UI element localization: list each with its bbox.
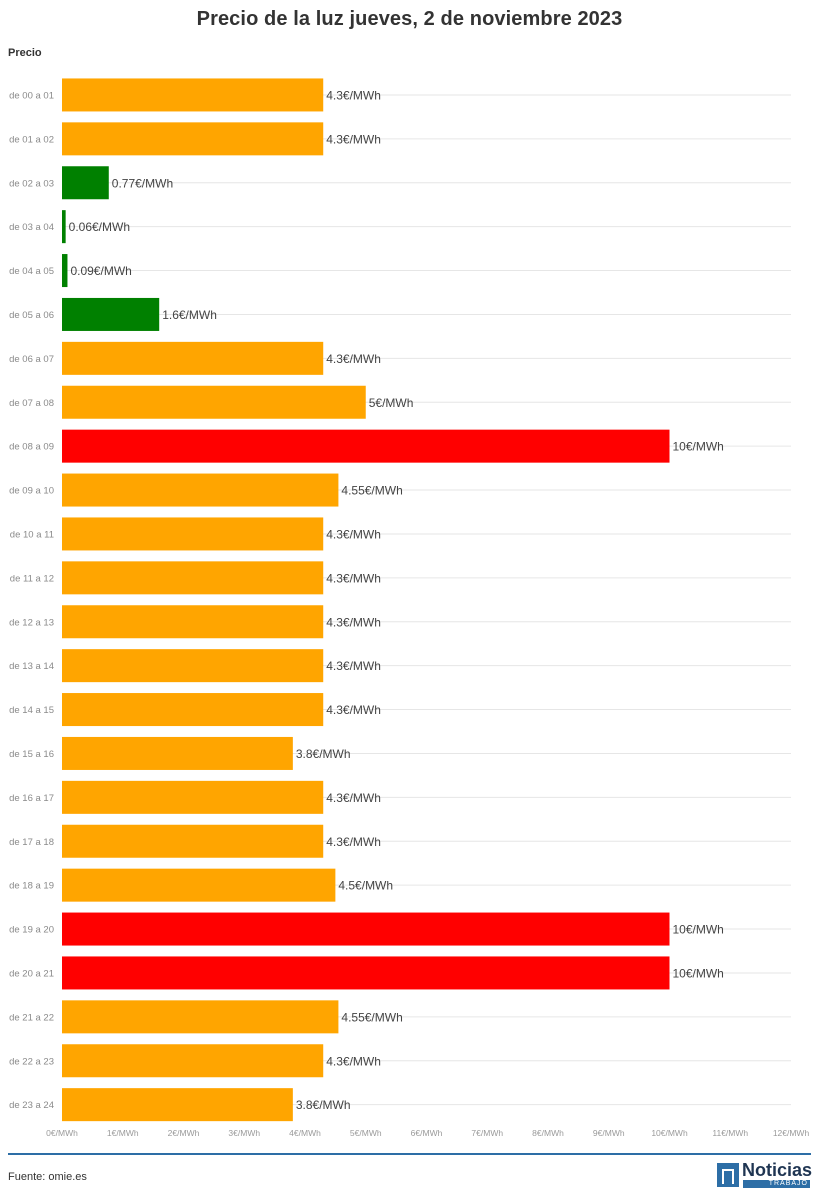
category-label: de 19 a 20	[9, 925, 54, 936]
category-label: de 00 a 01	[9, 90, 54, 101]
bar	[62, 122, 324, 156]
data-label: 4.3€/MWh	[326, 659, 381, 673]
category-label: de 15 a 16	[9, 749, 54, 760]
category-label: de 11 a 12	[10, 573, 54, 584]
x-tick-label: 4€/MWh	[289, 1128, 321, 1138]
data-label: 4.3€/MWh	[326, 352, 381, 366]
data-label: 10€/MWh	[673, 966, 724, 980]
bar	[62, 429, 670, 463]
bar	[62, 605, 324, 639]
bar	[62, 912, 670, 946]
x-tick-label: 8€/MWh	[532, 1128, 564, 1138]
x-tick-label: 7€/MWh	[471, 1128, 503, 1138]
x-tick-label: 10€/MWh	[651, 1128, 688, 1138]
x-tick-label: 2€/MWh	[168, 1128, 200, 1138]
x-tick-label: 5€/MWh	[350, 1128, 382, 1138]
category-label: de 13 a 14	[9, 661, 54, 672]
data-label: 4.3€/MWh	[326, 703, 381, 717]
data-label: 10€/MWh	[673, 440, 724, 454]
bar	[62, 649, 324, 683]
category-label: de 17 a 18	[9, 837, 54, 848]
logo-name: Noticias	[742, 1160, 813, 1180]
logo-mark-icon	[717, 1163, 739, 1187]
data-label: 5€/MWh	[369, 396, 414, 410]
category-label: de 02 a 03	[9, 178, 54, 189]
data-label: 4.3€/MWh	[326, 571, 381, 585]
bar	[62, 561, 324, 595]
bar	[62, 210, 66, 244]
data-label: 4.3€/MWh	[326, 132, 381, 146]
bar	[62, 473, 339, 507]
data-label: 0.06€/MWh	[69, 220, 130, 234]
bar	[62, 341, 324, 375]
bar	[62, 385, 366, 419]
brand-logo[interactable]: Noticias TRABAJO	[717, 1160, 813, 1189]
data-label: 3.8€/MWh	[296, 1098, 351, 1112]
category-label: de 21 a 22	[9, 1012, 54, 1023]
bar	[62, 780, 324, 814]
data-label: 4.3€/MWh	[326, 1054, 381, 1068]
x-tick-label: 11€/MWh	[712, 1128, 748, 1138]
chart-title: Precio de la luz jueves, 2 de noviembre …	[196, 8, 623, 30]
category-label: de 07 a 08	[9, 398, 54, 409]
bar	[62, 254, 68, 288]
category-label: de 06 a 07	[9, 354, 54, 365]
data-label: 4.3€/MWh	[326, 615, 381, 629]
x-tick-label: 3€/MWh	[228, 1128, 260, 1138]
bar-chart: de 00 a 01 4.3€/MWh de 01 a 02 4.3€/MWh de 0…	[9, 78, 810, 1138]
x-tick-label: 12€/MWh	[773, 1128, 810, 1138]
category-label: de 09 a 10	[9, 486, 54, 497]
category-label: de 04 a 05	[9, 266, 54, 277]
category-label: de 22 a 23	[9, 1056, 54, 1067]
data-label: 4.3€/MWh	[326, 527, 381, 541]
category-label: de 14 a 15	[9, 705, 54, 716]
bar	[62, 166, 109, 200]
x-tick-label: 9€/MWh	[593, 1128, 625, 1138]
bar	[62, 868, 336, 902]
bar	[62, 1000, 339, 1034]
data-label: 10€/MWh	[673, 923, 724, 937]
category-label: de 23 a 24	[9, 1100, 54, 1111]
data-label: 4.55€/MWh	[341, 1010, 402, 1024]
x-tick-label: 0€/MWh	[46, 1128, 78, 1138]
x-tick-label: 1€/MWh	[107, 1128, 139, 1138]
bar	[62, 517, 324, 551]
data-label: 3.8€/MWh	[296, 747, 351, 761]
category-label: de 08 a 09	[9, 442, 54, 453]
category-label: de 05 a 06	[9, 310, 54, 321]
logo-subtitle: TRABAJO	[743, 1180, 810, 1188]
x-tick-label: 6€/MWh	[411, 1128, 443, 1138]
category-label: de 10 a 11	[10, 529, 54, 540]
data-label: 4.55€/MWh	[341, 484, 402, 498]
data-label: 4.3€/MWh	[326, 88, 381, 102]
bar	[62, 1044, 324, 1078]
category-label: de 03 a 04	[9, 222, 54, 233]
data-label: 4.3€/MWh	[326, 835, 381, 849]
category-label: de 01 a 02	[9, 134, 54, 145]
data-label: 4.5€/MWh	[338, 879, 393, 893]
category-label: de 18 a 19	[9, 881, 54, 892]
data-label: 0.77€/MWh	[112, 176, 173, 190]
series-label: Precio	[8, 47, 42, 59]
category-label: de 20 a 21	[9, 968, 54, 979]
category-label: de 12 a 13	[9, 617, 54, 628]
bar	[62, 736, 293, 770]
bar	[62, 824, 324, 858]
footer-divider	[8, 1153, 811, 1155]
category-label: de 16 a 17	[9, 793, 54, 804]
bar	[62, 1088, 293, 1122]
data-label: 4.3€/MWh	[326, 791, 381, 805]
bar	[62, 297, 160, 331]
data-label: 1.6€/MWh	[162, 308, 217, 322]
bar	[62, 78, 324, 112]
source-text: Fuente: omie.es	[8, 1171, 87, 1183]
bar	[62, 956, 670, 990]
bar	[62, 693, 324, 727]
data-label: 0.09€/MWh	[70, 264, 131, 278]
